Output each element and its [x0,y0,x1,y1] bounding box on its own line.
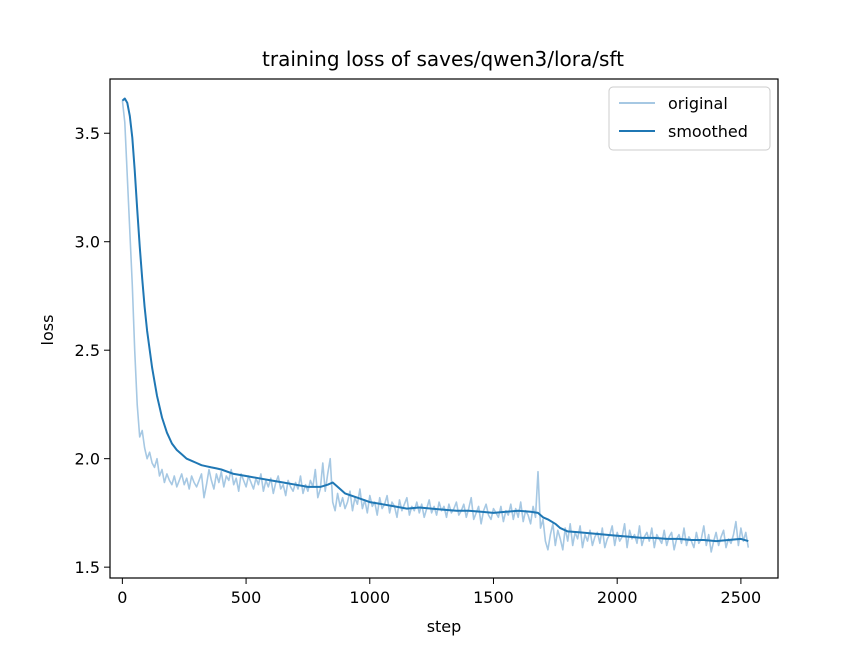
legend-original-label: original [668,94,728,113]
legend: original smoothed [608,86,771,151]
y-tick-label: 3.0 [75,233,100,252]
x-axis-ticks: 0 500 1000 1500 2000 2500 [117,578,761,607]
y-tick-label: 2.0 [75,450,100,469]
x-tick-label: 2000 [597,588,638,607]
plot-area: 0 500 1000 1500 2000 2500 1.5 2.0 2.5 3.0 3.5 [75,78,779,607]
x-tick-label: 0 [117,588,127,607]
chart-title: training loss of saves/qwen3/lora/sft [262,47,624,71]
x-tick-label: 1500 [473,588,514,607]
series-layer [121,97,750,553]
axes-frame [109,78,779,579]
legend-smoothed-label: smoothed [668,122,748,141]
y-tick-label: 1.5 [75,558,100,577]
x-tick-label: 500 [231,588,262,607]
y-axis-ticks: 1.5 2.0 2.5 3.0 3.5 [75,124,110,577]
series-line-smoothed [121,97,749,543]
y-tick-label: 3.5 [75,124,100,143]
y-tick-label: 2.5 [75,341,100,360]
x-axis-label: step [427,617,462,636]
x-tick-label: 1000 [349,588,390,607]
x-tick-label: 2500 [721,588,762,607]
y-axis-label: loss [38,315,57,346]
